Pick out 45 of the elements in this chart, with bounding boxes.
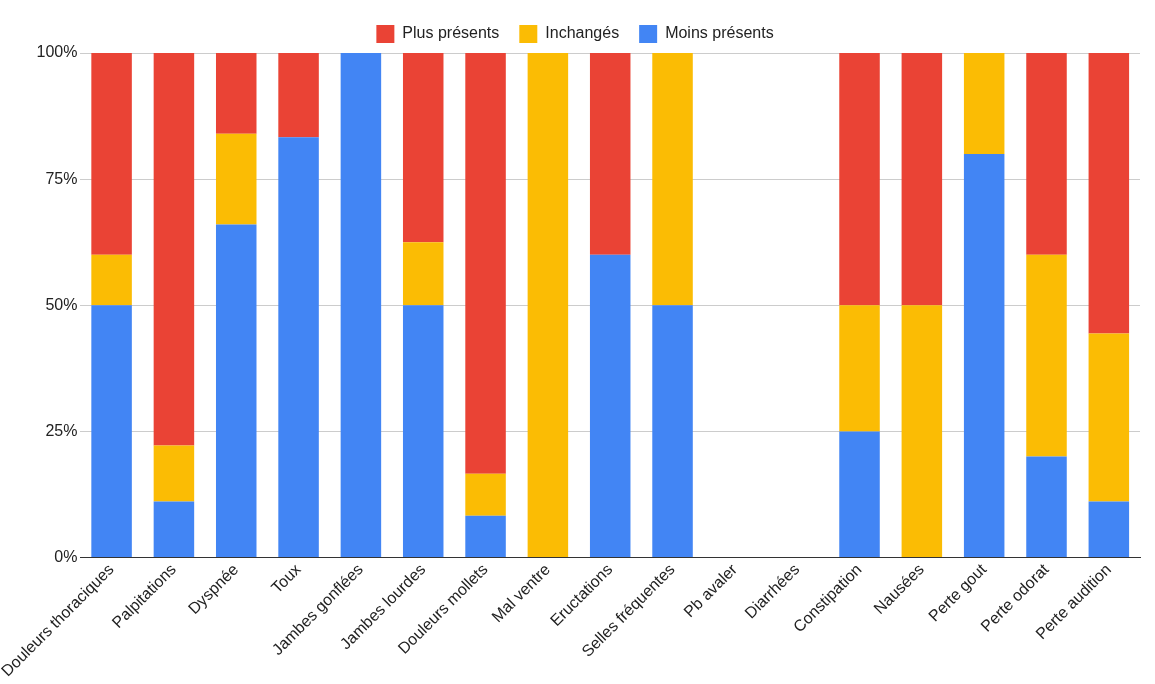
- y-tick-label: 75%: [45, 169, 78, 187]
- bar: [963, 153, 1005, 558]
- legend-label: Moins présents: [665, 24, 774, 42]
- y-tick-label: 25%: [45, 421, 78, 439]
- y-tick-label: 100%: [36, 43, 78, 61]
- bar: [1088, 501, 1130, 558]
- bar: [589, 53, 631, 255]
- y-tick-label: 50%: [45, 295, 78, 313]
- bar: [652, 53, 693, 306]
- bar: [215, 133, 257, 225]
- bar: [839, 305, 880, 432]
- bar: [91, 254, 132, 306]
- bar: [153, 53, 195, 446]
- bar: [1026, 254, 1067, 457]
- y-tick-label: 0%: [54, 547, 78, 565]
- bar: [91, 305, 132, 558]
- bar: [153, 501, 195, 558]
- legend-label: Inchangés: [545, 24, 620, 42]
- bar: [652, 305, 693, 558]
- bar: [402, 53, 444, 243]
- bar: [215, 53, 257, 134]
- bar: [91, 53, 132, 255]
- bar: [278, 53, 319, 138]
- bar: [340, 53, 382, 558]
- bar: [215, 224, 257, 558]
- bar: [901, 53, 943, 306]
- bar: [839, 431, 880, 558]
- bar: [901, 305, 943, 558]
- bar: [589, 254, 631, 558]
- bar: [1026, 53, 1067, 255]
- bar: [402, 305, 444, 558]
- bar: [1026, 456, 1067, 558]
- bar: [402, 242, 444, 306]
- bar: [963, 53, 1005, 154]
- bar: [465, 53, 506, 474]
- legend-label: Plus présents: [402, 24, 500, 42]
- bar: [465, 515, 506, 558]
- bar: [1088, 333, 1130, 502]
- x-tick-label: Toux: [267, 560, 304, 597]
- bar: [278, 137, 319, 558]
- bar: [1088, 53, 1130, 334]
- bar: [839, 53, 880, 306]
- bar: [527, 53, 569, 558]
- bar: [465, 473, 506, 516]
- bar: [153, 445, 195, 502]
